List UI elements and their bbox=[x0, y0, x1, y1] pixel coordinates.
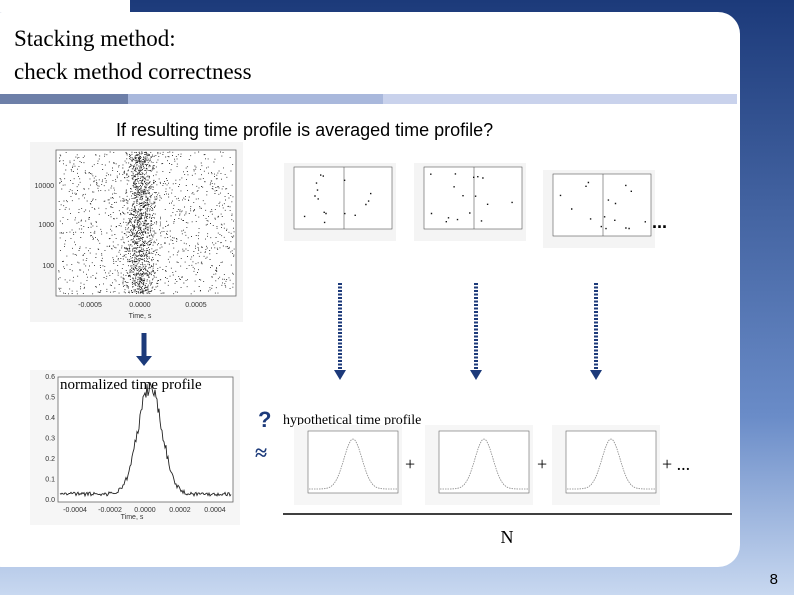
tick-label: 0.0000 bbox=[129, 302, 151, 309]
tick-label: -0.0002 bbox=[98, 507, 122, 514]
hypothetical-plots bbox=[294, 425, 660, 505]
title-bar bbox=[383, 94, 737, 104]
plus: + bbox=[405, 454, 415, 474]
question: If resulting time profile is averaged ti… bbox=[116, 120, 493, 140]
tick-label: 10000 bbox=[35, 183, 55, 190]
tick-label: -0.0005 bbox=[78, 302, 102, 309]
gauss-curve bbox=[440, 438, 528, 490]
tick-label: 0.2 bbox=[45, 456, 55, 463]
tick-label: 1000 bbox=[38, 222, 54, 229]
tick-label: 0.0000 bbox=[134, 507, 156, 514]
question-mark: ? bbox=[258, 407, 271, 432]
mini-area bbox=[293, 166, 393, 230]
title: Stacking method: bbox=[14, 26, 176, 51]
gauss-area bbox=[438, 430, 530, 494]
gauss-area bbox=[565, 430, 657, 494]
plot-label: normalized time profile bbox=[60, 377, 202, 393]
scatter-plot: 10000 1000 100 -0.0005 0.0000 0.0005 Tim… bbox=[30, 142, 243, 322]
arrow-head bbox=[334, 370, 346, 380]
plot-area bbox=[55, 149, 237, 297]
tick-label: 0.0004 bbox=[204, 507, 226, 514]
axis-label: Time, s bbox=[121, 514, 144, 521]
tick-label: 100 bbox=[42, 263, 54, 270]
scatter-dots bbox=[58, 151, 235, 295]
page-number: 8 bbox=[770, 571, 778, 588]
tick-label: 0.0005 bbox=[185, 302, 207, 309]
tick-label: 0.3 bbox=[45, 436, 55, 443]
tick-label: 0.0 bbox=[45, 497, 55, 504]
tick-label: 0.6 bbox=[45, 374, 55, 381]
tick-label: 0.4 bbox=[45, 415, 55, 422]
hypothetical-label: hypothetical time profile bbox=[283, 413, 421, 428]
mini-area bbox=[552, 173, 652, 237]
mini-area bbox=[423, 166, 523, 230]
sample-plots bbox=[284, 163, 655, 248]
title: check method correctness bbox=[14, 59, 252, 84]
tick-label: 0.1 bbox=[45, 477, 55, 484]
plus: + ... bbox=[662, 454, 690, 474]
normalized-plot: normalized time profile Time, s 0.6 0.5 0.… bbox=[30, 370, 240, 525]
plus: + bbox=[537, 454, 547, 474]
gauss-area bbox=[307, 430, 399, 494]
mini-dots bbox=[303, 174, 372, 224]
top-fill bbox=[0, 0, 130, 12]
plot-area bbox=[57, 376, 234, 503]
title-bar bbox=[0, 94, 128, 104]
title-bar bbox=[128, 94, 383, 104]
ellipsis: ... bbox=[652, 212, 667, 232]
approx-sign: ≈ bbox=[255, 440, 267, 465]
tick-label: 0.0002 bbox=[169, 507, 191, 514]
tick-label: 0.5 bbox=[45, 395, 55, 402]
arrow-head bbox=[136, 356, 152, 366]
mini-dots bbox=[430, 173, 513, 223]
arrows bbox=[136, 283, 602, 380]
gauss-curve bbox=[567, 438, 655, 490]
arrow-head bbox=[590, 370, 602, 380]
gauss-curve bbox=[309, 438, 397, 490]
denominator: N bbox=[501, 527, 514, 547]
axis-label: Time, s bbox=[129, 313, 152, 320]
profile-curve bbox=[59, 382, 232, 498]
mini-dots bbox=[559, 181, 646, 230]
tick-label: -0.0004 bbox=[63, 507, 87, 514]
arrow-head bbox=[470, 370, 482, 380]
